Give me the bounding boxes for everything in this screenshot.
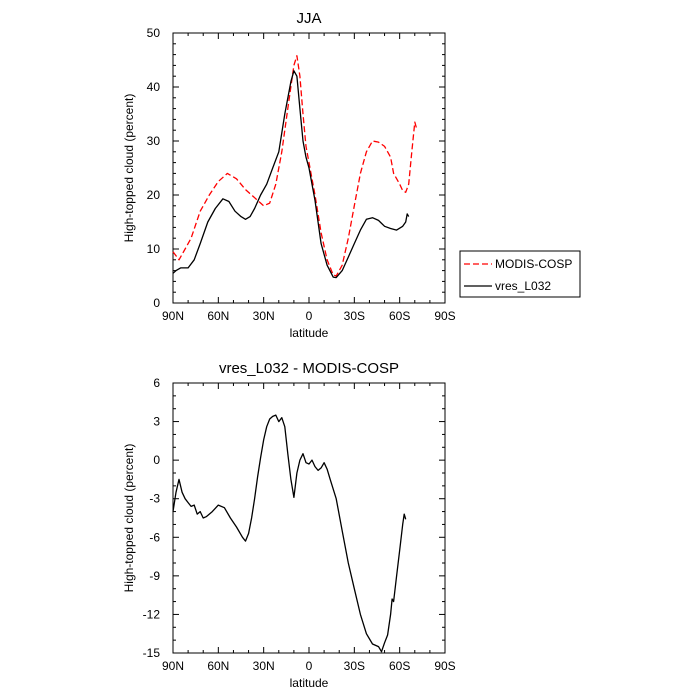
x-tick-label: 60N — [207, 309, 229, 323]
y-tick-label: -15 — [143, 646, 161, 660]
y-axis-label: High-topped cloud (percent) — [122, 94, 136, 243]
y-tick-label: 3 — [153, 415, 160, 429]
bottom-panel: vres_L032 - MODIS-COSP 90N 60N 30N 0 30S 60S 90… — [122, 360, 456, 690]
y-tick-label: 10 — [147, 242, 161, 256]
x-tick-label: 30N — [253, 309, 275, 323]
series-line-modis-cosp — [172, 55, 417, 277]
y-tick-label: 50 — [147, 26, 161, 40]
x-axis-label: latitude — [290, 676, 329, 690]
y-tick-label: 40 — [147, 80, 161, 94]
y-tick-label: 30 — [147, 134, 161, 148]
x-tick-label: 90S — [434, 659, 455, 673]
series-line-vres-l032-modis-cosp — [172, 414, 407, 653]
y-axis-label: High-topped cloud (percent) — [122, 444, 136, 593]
y-tick-label: 0 — [153, 453, 160, 467]
x-tick-label: 60N — [207, 659, 229, 673]
legend-label: vres_L032 — [495, 279, 551, 293]
x-tick-label: 60S — [389, 309, 410, 323]
legend-label: MODIS-COSP — [495, 257, 572, 271]
x-tick-label: 0 — [306, 659, 313, 673]
y-tick-label: 20 — [147, 188, 161, 202]
y-tick-label: -12 — [143, 607, 161, 621]
y-tick-label: -3 — [149, 492, 160, 506]
series-line-vres-l032 — [172, 70, 410, 279]
y-tick-label: -9 — [149, 569, 160, 583]
y-tick-label: 6 — [153, 376, 160, 390]
x-tick-label: 30S — [344, 309, 365, 323]
x-tick-label: 30S — [344, 659, 365, 673]
y-tick-label: 0 — [153, 296, 160, 310]
x-tick-label: 60S — [389, 659, 410, 673]
x-tick-label: 30N — [253, 659, 275, 673]
y-tick-label: -6 — [149, 530, 160, 544]
chart-title: vres_L032 - MODIS-COSP — [219, 360, 399, 377]
chart-title: JJA — [296, 10, 321, 27]
legend-box — [459, 250, 581, 298]
x-tick-label: 90S — [434, 309, 455, 323]
x-tick-label: 0 — [306, 309, 313, 323]
x-axis-label: latitude — [290, 326, 329, 340]
x-tick-label: 90N — [162, 659, 184, 673]
x-tick-label: 90N — [162, 309, 184, 323]
top-panel: JJA 90N 60N 30N 0 30S 60S 90S 0 10 20 30 40 50 latitud… — [122, 10, 581, 340]
